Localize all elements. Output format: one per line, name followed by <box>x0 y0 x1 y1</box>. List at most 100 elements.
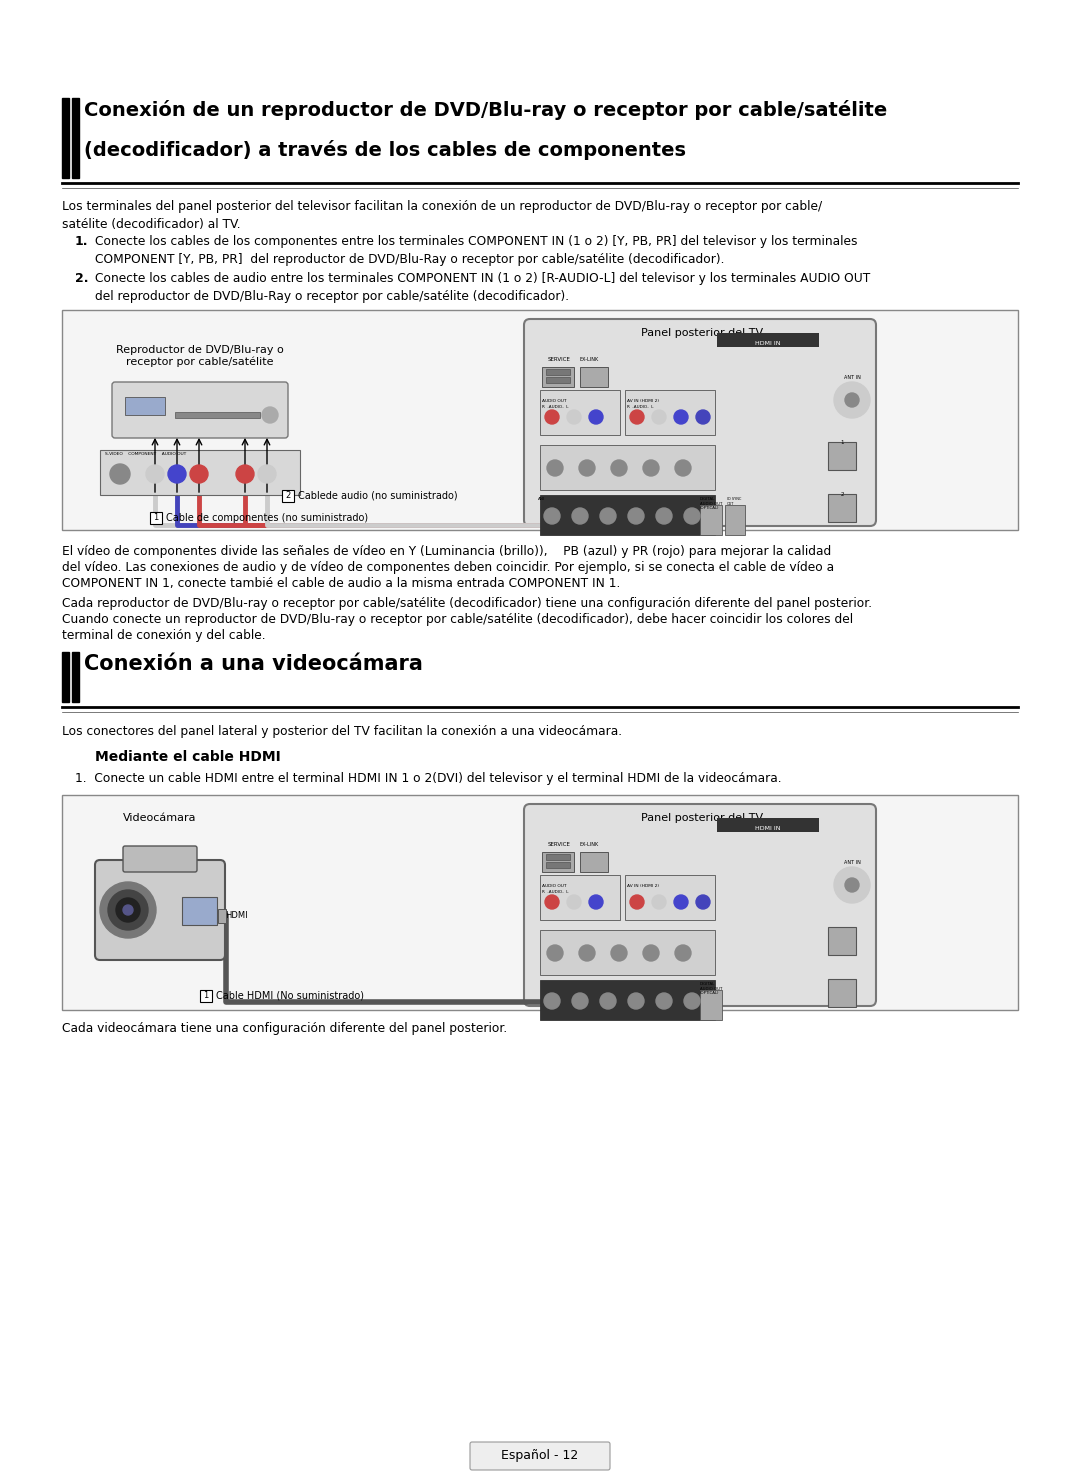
Circle shape <box>611 946 627 960</box>
Text: del vídeo. Las conexiones de audio y de vídeo de componentes deben coincidir. Po: del vídeo. Las conexiones de audio y de … <box>62 562 834 574</box>
Text: DIGITAL
AUDIO OUT
(OPTICAL): DIGITAL AUDIO OUT (OPTICAL) <box>700 983 723 996</box>
Text: AV IN (HDMI 2): AV IN (HDMI 2) <box>627 883 659 888</box>
Circle shape <box>190 465 208 483</box>
Circle shape <box>567 895 581 908</box>
Bar <box>625 874 715 920</box>
Text: SERVICE: SERVICE <box>548 357 571 362</box>
Circle shape <box>674 895 688 908</box>
Circle shape <box>600 993 616 1009</box>
Circle shape <box>630 895 644 908</box>
Circle shape <box>845 393 859 408</box>
Text: ID SYNC
OUT: ID SYNC OUT <box>727 496 741 505</box>
Circle shape <box>237 465 254 483</box>
Text: HDMI IN: HDMI IN <box>755 341 781 345</box>
Circle shape <box>696 895 710 908</box>
Circle shape <box>123 906 133 914</box>
Text: EX-LINK: EX-LINK <box>580 842 599 848</box>
FancyBboxPatch shape <box>112 382 288 439</box>
Bar <box>218 908 226 923</box>
Circle shape <box>546 459 563 476</box>
Text: AV IN (HDMI 2): AV IN (HDMI 2) <box>627 399 659 403</box>
Text: 2: 2 <box>840 492 843 496</box>
Text: Cada reproductor de DVD/Blu-ray o receptor por cable/satélite (decodificador) ti: Cada reproductor de DVD/Blu-ray o recept… <box>62 597 873 611</box>
FancyBboxPatch shape <box>95 860 225 960</box>
Text: DIGITAL
AUDIO OUT
(OPTICAL): DIGITAL AUDIO OUT (OPTICAL) <box>700 496 723 510</box>
FancyBboxPatch shape <box>524 805 876 1006</box>
Bar <box>200 990 212 1002</box>
Text: El vídeo de componentes divide las señales de vídeo en Y (Luminancia (brillo)), : El vídeo de componentes divide las señal… <box>62 545 832 559</box>
Bar <box>828 494 856 522</box>
Circle shape <box>545 411 559 424</box>
Bar <box>62 310 1018 531</box>
Text: Conecte los cables de los componentes entre los terminales COMPONENT IN (1 o 2) : Conecte los cables de los componentes en… <box>95 236 858 265</box>
Text: Panel posterior del TV: Panel posterior del TV <box>642 814 764 823</box>
Text: ANT IN: ANT IN <box>843 860 861 865</box>
Circle shape <box>600 508 616 525</box>
Circle shape <box>544 993 561 1009</box>
Circle shape <box>258 465 276 483</box>
Text: Cable HDMI (No suministrado): Cable HDMI (No suministrado) <box>216 991 364 1000</box>
Bar <box>282 491 294 502</box>
Text: Conecte los cables de audio entre los terminales COMPONENT IN (1 o 2) [R-AUDIO-L: Conecte los cables de audio entre los te… <box>95 273 870 302</box>
Circle shape <box>108 891 148 931</box>
Circle shape <box>656 993 672 1009</box>
Bar <box>546 376 570 382</box>
Text: COMPONENT IN 1, conecte tambié el cable de audio a la misma entrada COMPONENT IN: COMPONENT IN 1, conecte tambié el cable … <box>62 576 620 590</box>
Circle shape <box>674 411 688 424</box>
Text: Panel posterior del TV: Panel posterior del TV <box>642 328 764 338</box>
Circle shape <box>627 993 644 1009</box>
Circle shape <box>643 946 659 960</box>
Text: Conexión de un reproductor de DVD/Blu-ray o receptor por cable/satélite: Conexión de un reproductor de DVD/Blu-ra… <box>84 99 888 120</box>
Bar <box>62 794 1018 1011</box>
FancyBboxPatch shape <box>123 846 197 871</box>
Text: R  -AUDIO-  L: R -AUDIO- L <box>542 405 568 409</box>
Bar <box>717 818 819 831</box>
Text: Videocámara: Videocámara <box>123 814 197 823</box>
Circle shape <box>100 882 156 938</box>
Circle shape <box>684 993 700 1009</box>
Text: Cada videocámara tiene una configuración diferente del panel posterior.: Cada videocámara tiene una configuración… <box>62 1023 508 1034</box>
Text: AUDIO OUT: AUDIO OUT <box>542 399 567 403</box>
Text: Mediante el cable HDMI: Mediante el cable HDMI <box>95 750 281 765</box>
Text: Los terminales del panel posterior del televisor facilitan la conexión de un rep: Los terminales del panel posterior del t… <box>62 200 822 231</box>
Bar <box>540 980 715 1020</box>
Bar <box>700 505 723 535</box>
Bar <box>828 442 856 470</box>
Circle shape <box>545 895 559 908</box>
Text: 1: 1 <box>153 513 159 523</box>
Circle shape <box>834 382 870 418</box>
Circle shape <box>544 508 561 525</box>
Circle shape <box>652 895 666 908</box>
Text: 1: 1 <box>840 440 843 445</box>
Bar <box>100 451 300 495</box>
Circle shape <box>110 464 130 485</box>
Circle shape <box>652 411 666 424</box>
Circle shape <box>656 508 672 525</box>
Circle shape <box>567 411 581 424</box>
Bar <box>540 445 715 491</box>
Bar <box>546 369 570 375</box>
Bar <box>125 397 165 415</box>
Bar <box>546 854 570 860</box>
Bar <box>175 412 260 418</box>
Text: 1.: 1. <box>75 236 89 247</box>
Text: ANT IN: ANT IN <box>843 375 861 379</box>
Text: 1.  Conecte un cable HDMI entre el terminal HDMI IN 1 o 2(DVI) del televisor y e: 1. Conecte un cable HDMI entre el termin… <box>75 772 782 785</box>
Bar <box>72 652 79 702</box>
Text: 1: 1 <box>203 991 208 1000</box>
FancyBboxPatch shape <box>470 1442 610 1470</box>
Bar <box>828 928 856 954</box>
Text: S-VIDEO    COMPONENT    AUDIO OUT: S-VIDEO COMPONENT AUDIO OUT <box>105 452 186 456</box>
Bar <box>183 897 217 925</box>
Text: (decodificador) a través de los cables de componentes: (decodificador) a través de los cables d… <box>84 139 686 160</box>
Text: ANI: ANI <box>538 496 545 501</box>
Circle shape <box>675 946 691 960</box>
Circle shape <box>684 508 700 525</box>
Bar <box>62 98 69 178</box>
Circle shape <box>572 508 588 525</box>
Circle shape <box>168 465 186 483</box>
Text: AUDIO    COMPONENT IN: AUDIO COMPONENT IN <box>542 1026 592 1030</box>
Bar <box>540 495 715 535</box>
Bar <box>580 852 608 871</box>
Text: Conexión a una videocámara: Conexión a una videocámara <box>84 654 423 674</box>
